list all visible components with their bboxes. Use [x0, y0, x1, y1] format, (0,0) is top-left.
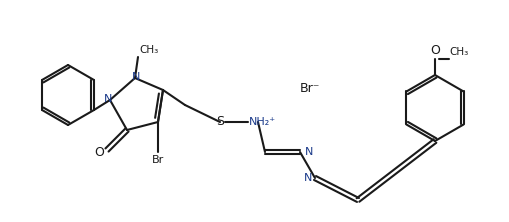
Text: O: O — [430, 44, 440, 57]
Text: N: N — [104, 94, 112, 104]
Text: O: O — [94, 145, 104, 159]
Text: N: N — [305, 147, 314, 157]
Text: S: S — [216, 115, 224, 129]
Text: NH₂⁺: NH₂⁺ — [249, 117, 276, 127]
Text: CH₃: CH₃ — [449, 47, 468, 57]
Text: Br⁻: Br⁻ — [300, 81, 320, 95]
Text: Br: Br — [152, 155, 164, 165]
Text: N: N — [132, 72, 140, 82]
Text: CH₃: CH₃ — [139, 45, 158, 55]
Text: N: N — [304, 173, 312, 183]
